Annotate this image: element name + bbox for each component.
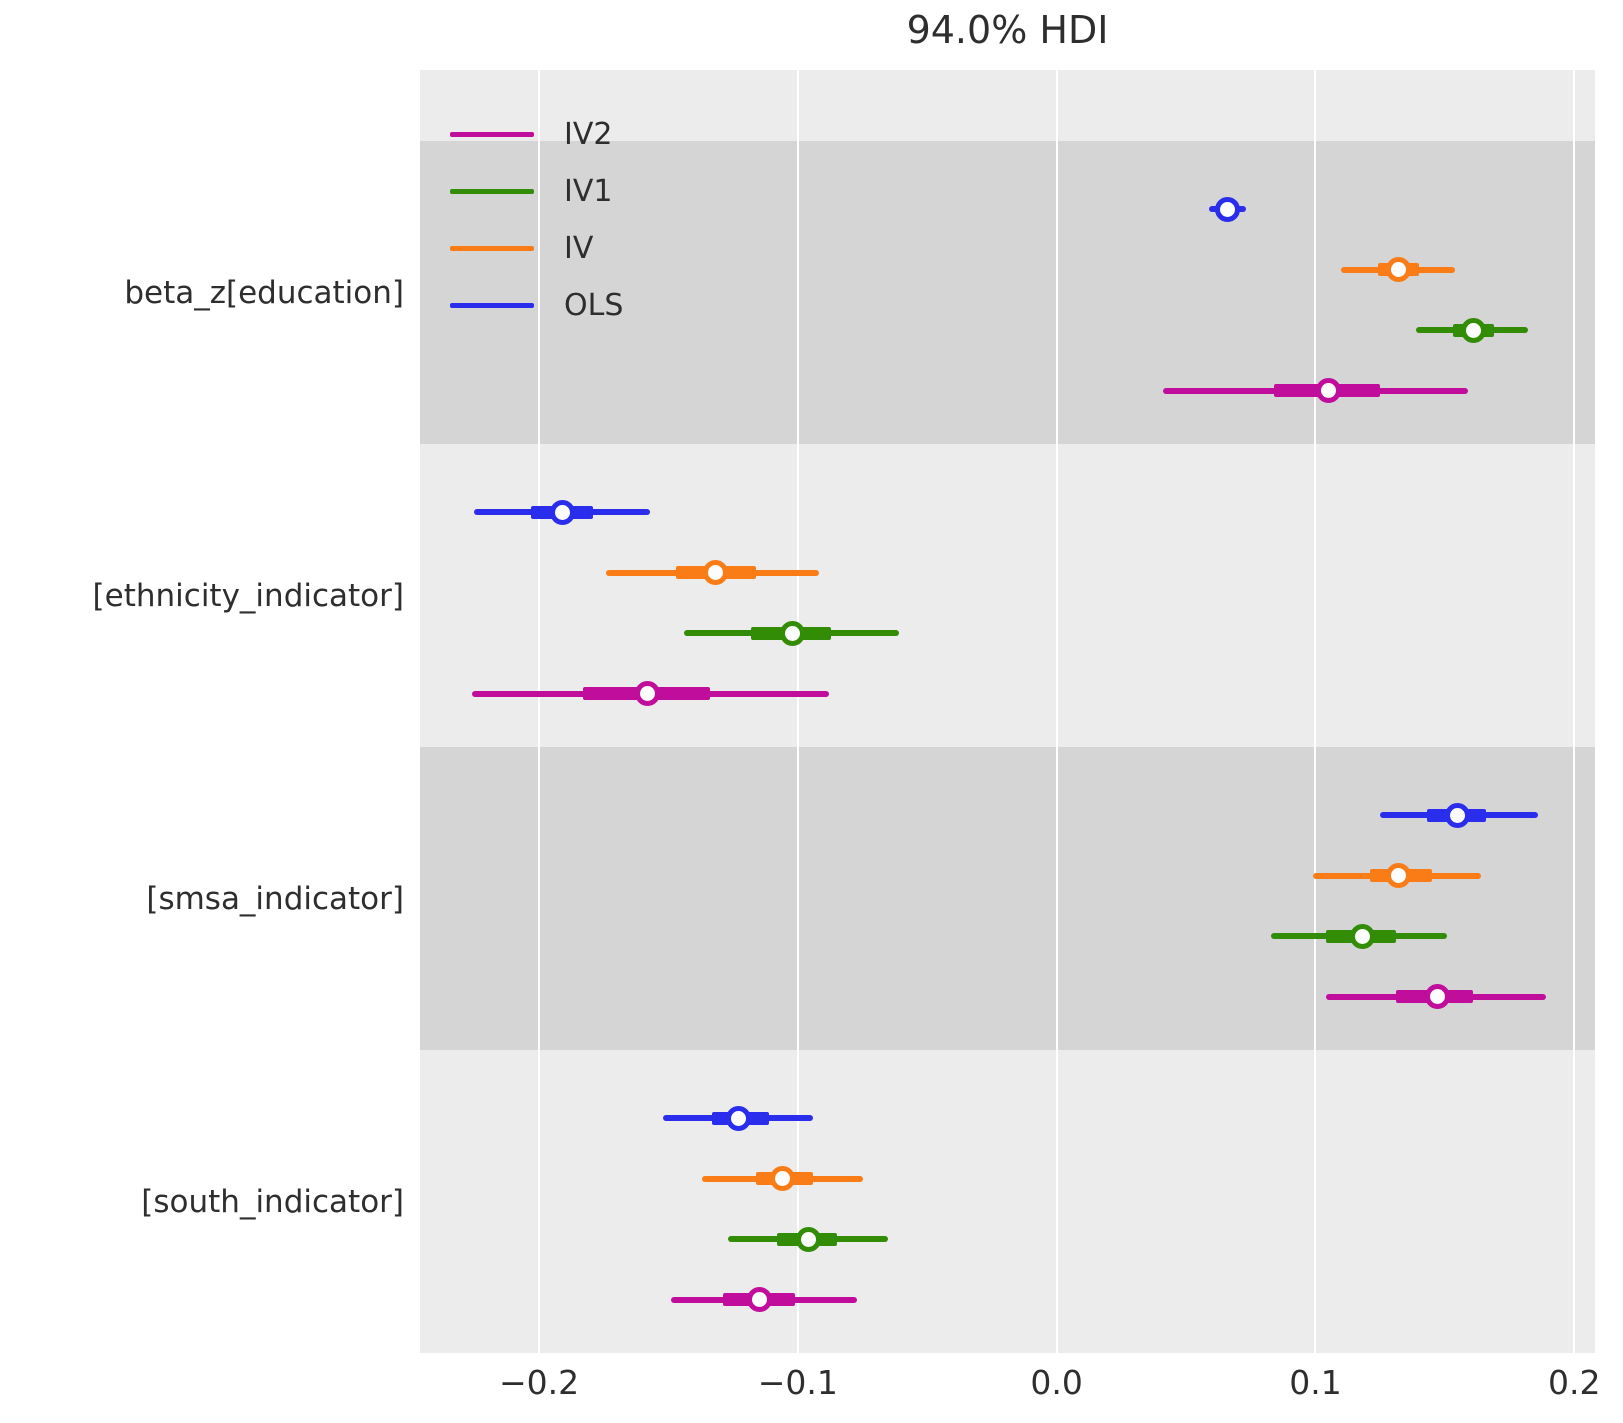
x-tick-label: −0.2 [498,1363,580,1402]
legend-line-swatch [450,132,534,137]
legend-label: IV1 [564,174,613,209]
gridline [538,70,541,1353]
legend-item: IV [450,220,623,277]
legend-item: IV1 [450,163,623,220]
median-dot [1445,802,1471,828]
group-label: beta_z[education] [124,274,404,311]
gridline [796,70,799,1353]
median-dot [769,1166,795,1192]
group-label: [smsa_indicator] [146,880,404,917]
median-dot [780,620,806,646]
x-tick-label: 0.1 [1289,1363,1342,1402]
median-dot [795,1226,821,1252]
plot-area: IV2 IV1 IV OLS [420,70,1595,1353]
median-dot [1315,378,1341,404]
median-dot [1349,923,1375,949]
legend-line-swatch [450,246,534,251]
chart-title: 94.0% HDI [906,8,1109,52]
group-band [420,1050,1595,1353]
median-dot [725,1105,751,1131]
legend-label: IV [564,231,594,266]
median-dot [549,499,575,525]
median-dot [1424,984,1450,1010]
legend-line-swatch [450,303,534,308]
group-band [420,444,1595,747]
legend-item: IV2 [450,106,623,163]
x-tick-label: 0.0 [1030,1363,1083,1402]
median-dot [1385,863,1411,889]
median-dot [1214,196,1240,222]
group-band [420,747,1595,1050]
legend-line-swatch [450,189,534,194]
legend: IV2 IV1 IV OLS [450,106,623,334]
median-dot [635,681,661,707]
median-dot [1460,317,1486,343]
gridline [1314,70,1317,1353]
x-tick-label: 0.2 [1548,1363,1601,1402]
median-dot [702,560,728,586]
x-tick-label: −0.1 [757,1363,838,1402]
gridline [1573,70,1576,1353]
gridline [1055,70,1058,1353]
median-dot [746,1287,772,1313]
legend-label: IV2 [564,117,613,152]
median-dot [1385,257,1411,283]
group-label: [ethnicity_indicator] [92,577,404,614]
group-label: [south_indicator] [141,1183,404,1220]
legend-label: OLS [564,288,624,323]
legend-item: OLS [450,277,623,334]
